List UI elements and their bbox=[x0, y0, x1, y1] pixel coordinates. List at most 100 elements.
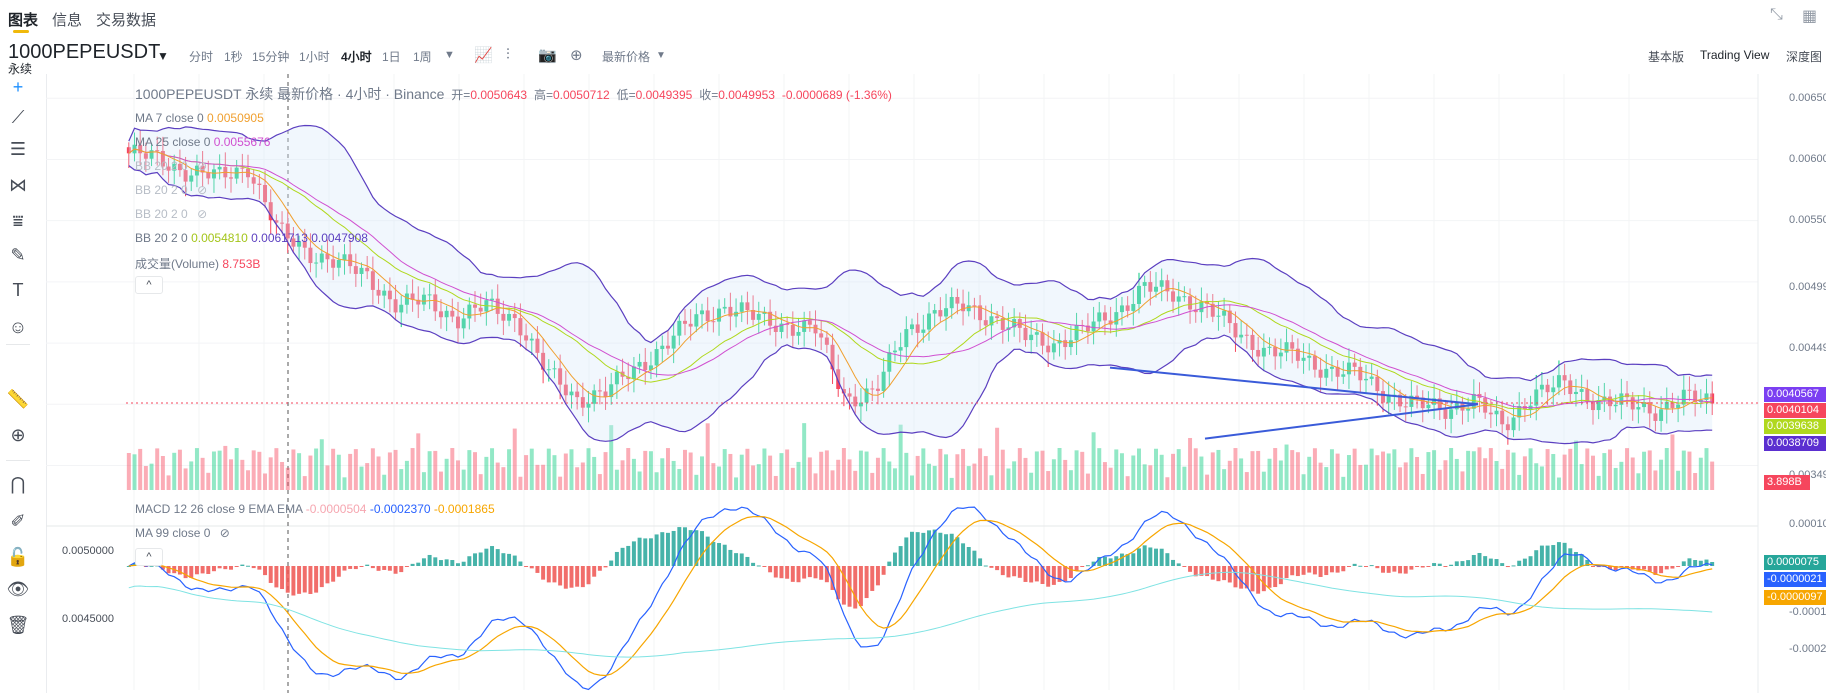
volume-bar bbox=[1613, 467, 1618, 490]
macd-histogram-bar bbox=[1403, 566, 1408, 574]
chevron-down-icon[interactable]: ▼ bbox=[157, 49, 169, 63]
price-axis-label: 0.0044999 bbox=[1789, 342, 1826, 354]
lock-drawing-icon[interactable]: ✐ bbox=[10, 511, 26, 531]
timeframe-6[interactable]: 1周 bbox=[413, 50, 432, 64]
brush-icon[interactable]: ✎ bbox=[10, 245, 26, 265]
candle-body bbox=[268, 202, 273, 221]
candle-body bbox=[1471, 393, 1476, 409]
macd-histogram-bar bbox=[978, 558, 983, 566]
volume-bar bbox=[365, 463, 370, 490]
pattern-icon[interactable]: ⋈ bbox=[9, 175, 27, 195]
timeframe-4[interactable]: 4小时 bbox=[341, 50, 372, 64]
grid-icon[interactable]: ▦ bbox=[1802, 8, 1818, 25]
fib-icon[interactable]: ⩸ bbox=[12, 211, 24, 231]
macd-histogram-bar bbox=[132, 563, 137, 566]
macd-histogram-bar bbox=[444, 559, 449, 566]
eye-off-icon[interactable]: ⊘ bbox=[219, 526, 230, 540]
text-icon[interactable]: T bbox=[12, 280, 24, 300]
timeframe-2[interactable]: 15分钟 bbox=[252, 50, 290, 64]
volume-bar bbox=[416, 433, 421, 490]
ruler-icon[interactable]: 📏 bbox=[6, 389, 30, 409]
candle-body bbox=[841, 389, 846, 394]
macd-histogram-bar bbox=[546, 566, 551, 583]
eye-off-icon[interactable]: ⊘ bbox=[197, 207, 208, 221]
crosshair-icon[interactable]: + bbox=[12, 77, 24, 97]
eye-off-icon[interactable]: ⊘ bbox=[197, 159, 208, 173]
volume-bar bbox=[1324, 467, 1329, 490]
trash-icon[interactable]: 🗑 bbox=[6, 615, 30, 635]
legend-collapse-button[interactable]: ^ bbox=[135, 276, 163, 294]
macd-histogram-bar bbox=[1046, 566, 1051, 587]
view-depth[interactable]: 深度图 bbox=[1786, 50, 1823, 64]
volume-bar bbox=[1460, 471, 1465, 490]
macd-histogram-bar bbox=[319, 566, 324, 588]
macd-histogram-bar bbox=[1698, 560, 1703, 566]
volume-bar bbox=[1119, 453, 1124, 490]
volume-bar bbox=[1687, 451, 1692, 490]
collapse-icon[interactable]: ⤡ bbox=[1770, 6, 1783, 23]
macd-histogram-bar bbox=[1676, 566, 1681, 567]
candle-body bbox=[251, 177, 256, 184]
candle-body bbox=[705, 310, 710, 322]
price-type-chevron-icon[interactable]: ▼ bbox=[656, 50, 666, 61]
volume-bar bbox=[285, 467, 290, 490]
macd-histogram-bar bbox=[234, 566, 239, 567]
lock-icon[interactable]: 🔓 bbox=[6, 547, 30, 567]
legend-close-label: 收= bbox=[699, 88, 719, 102]
macd-histogram-bar bbox=[597, 566, 602, 571]
timeframe-3[interactable]: 1小时 bbox=[299, 50, 330, 64]
price-type-select[interactable]: 最新价格 bbox=[602, 50, 651, 64]
volume-bar bbox=[359, 466, 364, 490]
macd-histogram-bar bbox=[1119, 553, 1124, 566]
magnet-icon[interactable]: ⋂ bbox=[10, 474, 26, 494]
volume-bar bbox=[563, 453, 568, 490]
emoji-icon[interactable]: ☺ bbox=[8, 317, 28, 337]
view-tradingview[interactable]: Trading View bbox=[1700, 48, 1770, 62]
macd-histogram-bar bbox=[166, 566, 171, 574]
timeframe-0[interactable]: 分时 bbox=[189, 50, 214, 64]
timeframe-1[interactable]: 1秒 bbox=[224, 50, 243, 64]
horizontal-lines-icon[interactable]: ☰ bbox=[9, 139, 27, 159]
candle-body bbox=[1307, 355, 1312, 358]
volume-bar bbox=[1159, 454, 1164, 490]
macd-histogram-bar bbox=[1460, 561, 1465, 566]
volume-bar bbox=[819, 451, 824, 490]
camera-icon[interactable]: 📷 bbox=[538, 47, 557, 64]
view-basic[interactable]: 基本版 bbox=[1648, 50, 1685, 64]
zoom-in-icon[interactable]: ⊕ bbox=[10, 425, 26, 445]
timeframe-more-chevron-icon[interactable]: ▼ bbox=[444, 49, 455, 61]
candle-body bbox=[1329, 366, 1334, 369]
macd-histogram-bar bbox=[1267, 566, 1272, 588]
candle-body bbox=[1171, 291, 1176, 302]
macd-histogram-bar bbox=[1301, 566, 1306, 575]
macd-histogram-bar bbox=[1500, 563, 1505, 566]
line-chart-icon[interactable]: 📈 bbox=[474, 47, 493, 64]
macd-collapse-button[interactable]: ^ bbox=[135, 548, 163, 566]
macd-histogram-bar bbox=[1239, 566, 1244, 589]
tab-info[interactable]: 信息 bbox=[52, 12, 83, 29]
eye-off-icon[interactable]: ⊘ bbox=[197, 183, 208, 197]
candle-body bbox=[1182, 296, 1187, 298]
add-icon[interactable]: ⊕ bbox=[570, 47, 583, 64]
symbol-name[interactable]: 1000PEPEUSDT bbox=[8, 41, 161, 63]
volume-bar bbox=[325, 465, 330, 490]
legend-bb-lower: 0.0047908 bbox=[311, 231, 368, 245]
volume-bar bbox=[1573, 440, 1578, 490]
volume-bar bbox=[1483, 458, 1488, 490]
candle-body bbox=[1250, 334, 1255, 350]
volume-bar bbox=[370, 448, 375, 490]
indicator-icon[interactable]: ⫶ bbox=[506, 46, 510, 63]
volume-bar bbox=[938, 448, 943, 490]
volume-bar bbox=[1108, 467, 1113, 490]
volume-bar bbox=[1029, 472, 1034, 490]
candle-body bbox=[972, 305, 977, 307]
tab-trade-data[interactable]: 交易数据 bbox=[96, 12, 157, 29]
macd-histogram-bar bbox=[1449, 564, 1454, 566]
tab-chart[interactable]: 图表 bbox=[8, 12, 39, 29]
timeframe-5[interactable]: 1日 bbox=[382, 50, 401, 64]
candle-body bbox=[802, 320, 807, 332]
candle-body bbox=[1687, 389, 1692, 391]
eye-icon[interactable]: 👁 bbox=[6, 579, 30, 599]
trendline-icon[interactable]: ⟋ bbox=[11, 107, 25, 127]
